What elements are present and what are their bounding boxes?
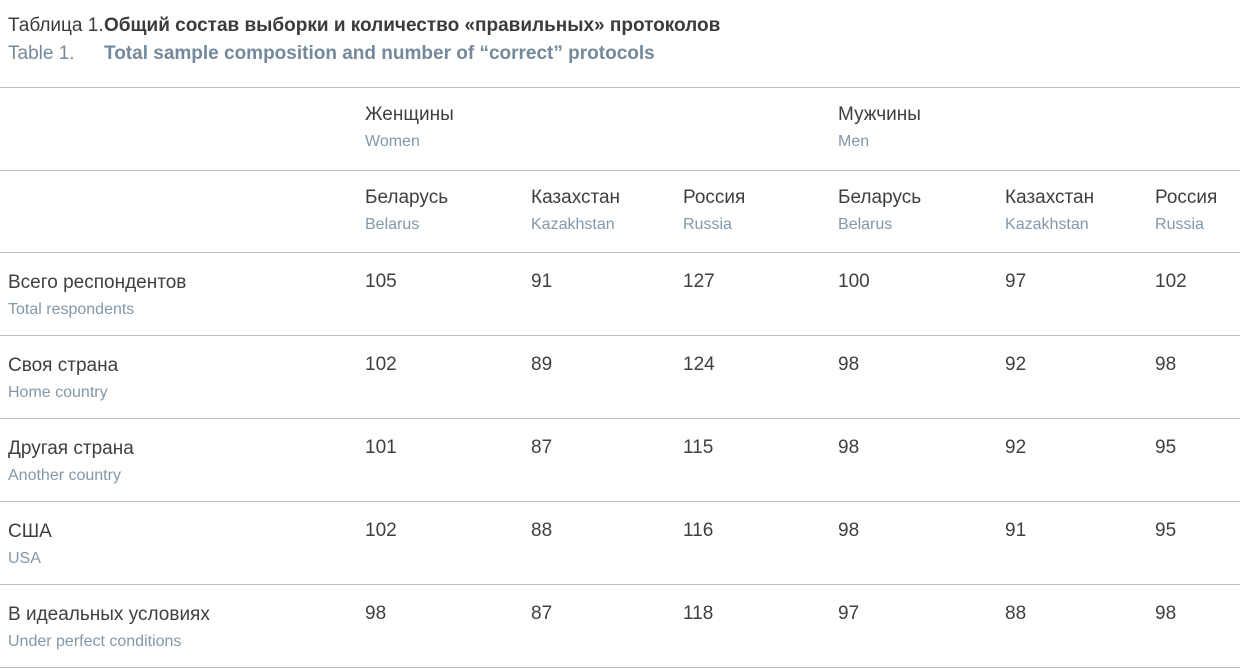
value-cell: 116 bbox=[675, 501, 831, 585]
column-label-en: Belarus bbox=[838, 215, 893, 233]
row-label-ru: Другая страна bbox=[8, 437, 134, 459]
gender-header-row: Женщины Women Мужчины Men bbox=[0, 88, 1240, 171]
value-cell: 92 bbox=[997, 418, 1148, 502]
row-label-cell: В идеальных условиях Under perfect condi… bbox=[0, 584, 357, 668]
value-cell: 95 bbox=[1147, 418, 1240, 502]
column-header-kazakhstan-women: Казахстан Kazakhstan bbox=[523, 170, 675, 253]
value-cell: 95 bbox=[1147, 501, 1240, 585]
value-cell: 91 bbox=[997, 501, 1148, 585]
column-label-ru: Беларусь bbox=[838, 186, 922, 208]
row-label-cell: США USA bbox=[0, 501, 357, 585]
column-label-en: Kazakhstan bbox=[1005, 215, 1089, 233]
value-cell: 91 bbox=[523, 252, 675, 336]
table-row-home-country: Своя страна Home country 102 89 124 98 9… bbox=[0, 335, 1240, 419]
row-label-en: Under perfect conditions bbox=[8, 632, 182, 650]
row-label-cell: Своя страна Home country bbox=[0, 335, 357, 419]
row-label-en: Total respondents bbox=[8, 300, 135, 318]
column-label-en: Russia bbox=[683, 215, 732, 233]
value-cell: 100 bbox=[830, 252, 998, 336]
value-cell: 87 bbox=[523, 418, 675, 502]
caption-text-ru: Общий состав выборки и количество «прави… bbox=[104, 15, 721, 36]
group-women-en: Women bbox=[365, 133, 420, 150]
value-cell: 97 bbox=[830, 584, 998, 668]
caption-line-en: Table 1. Total sample composition and nu… bbox=[8, 40, 1232, 68]
value-cell: 118 bbox=[675, 584, 831, 668]
row-label-en: Home country bbox=[8, 383, 108, 401]
corner-empty-cell bbox=[0, 88, 357, 171]
value-cell: 115 bbox=[675, 418, 831, 502]
value-cell: 102 bbox=[357, 501, 523, 585]
caption-line-ru: Таблица 1. Общий состав выборки и количе… bbox=[8, 12, 1232, 40]
column-label-en: Kazakhstan bbox=[531, 215, 615, 233]
column-label-ru: Казахстан bbox=[1005, 186, 1095, 208]
value-cell: 88 bbox=[523, 501, 675, 585]
group-women-ru: Женщины bbox=[365, 104, 454, 125]
table-row-usa: США USA 102 88 116 98 91 95 bbox=[0, 501, 1240, 585]
row-label-cell: Другая страна Another country bbox=[0, 418, 357, 502]
row-label-en: USA bbox=[8, 549, 41, 567]
column-label-ru: Казахстан bbox=[531, 186, 621, 208]
value-cell: 102 bbox=[357, 335, 523, 419]
value-cell: 98 bbox=[830, 335, 998, 419]
column-label-ru: Россия bbox=[1155, 186, 1218, 208]
table-row-perfect-conditions: В идеальных условиях Under perfect condi… bbox=[0, 584, 1240, 668]
row-label-en: Another country bbox=[8, 466, 121, 484]
group-header-women: Женщины Women bbox=[357, 88, 831, 171]
value-cell: 98 bbox=[830, 418, 998, 502]
country-header-row: Беларусь Belarus Казахстан Kazakhstan Ро… bbox=[0, 170, 1240, 253]
column-header-belarus-men: Беларусь Belarus bbox=[830, 170, 998, 253]
value-cell: 89 bbox=[523, 335, 675, 419]
column-label-en: Russia bbox=[1155, 215, 1204, 233]
table-caption: Таблица 1. Общий состав выборки и количе… bbox=[0, 0, 1240, 88]
group-men-ru: Мужчины bbox=[838, 104, 921, 125]
value-cell: 97 bbox=[997, 252, 1148, 336]
group-men-en: Men bbox=[838, 133, 870, 150]
column-label-en: Belarus bbox=[365, 215, 420, 233]
caption-text-en: Total sample composition and number of “… bbox=[104, 43, 655, 64]
value-cell: 87 bbox=[523, 584, 675, 668]
row-label-ru: США bbox=[8, 520, 52, 542]
value-cell: 98 bbox=[830, 501, 998, 585]
column-label-ru: Россия bbox=[683, 186, 746, 208]
value-cell: 98 bbox=[357, 584, 523, 668]
value-cell: 101 bbox=[357, 418, 523, 502]
column-header-russia-men: Россия Russia bbox=[1147, 170, 1240, 253]
column-header-kazakhstan-men: Казахстан Kazakhstan bbox=[997, 170, 1148, 253]
value-cell: 92 bbox=[997, 335, 1148, 419]
value-cell: 88 bbox=[997, 584, 1148, 668]
value-cell: 127 bbox=[675, 252, 831, 336]
row-label-ru: В идеальных условиях bbox=[8, 603, 210, 625]
sample-composition-table: Женщины Women Мужчины Men Беларусь Belar… bbox=[0, 88, 1240, 668]
caption-number-en: Table 1. bbox=[8, 43, 75, 64]
table-row-another-country: Другая страна Another country 101 87 115… bbox=[0, 418, 1240, 502]
group-header-men: Мужчины Men bbox=[830, 88, 1240, 171]
column-header-russia-women: Россия Russia bbox=[675, 170, 831, 253]
caption-number-ru: Таблица 1. bbox=[8, 15, 104, 36]
column-header-belarus-women: Беларусь Belarus bbox=[357, 170, 523, 253]
row-label-ru: Всего респондентов bbox=[8, 271, 187, 293]
value-cell: 105 bbox=[357, 252, 523, 336]
value-cell: 124 bbox=[675, 335, 831, 419]
row-label-cell: Всего респондентов Total respondents bbox=[0, 252, 357, 336]
value-cell: 102 bbox=[1147, 252, 1240, 336]
value-cell: 98 bbox=[1147, 335, 1240, 419]
value-cell: 98 bbox=[1147, 584, 1240, 668]
country-empty-cell bbox=[0, 170, 357, 253]
column-label-ru: Беларусь bbox=[365, 186, 449, 208]
table-row-total-respondents: Всего респондентов Total respondents 105… bbox=[0, 252, 1240, 336]
row-label-ru: Своя страна bbox=[8, 354, 119, 376]
